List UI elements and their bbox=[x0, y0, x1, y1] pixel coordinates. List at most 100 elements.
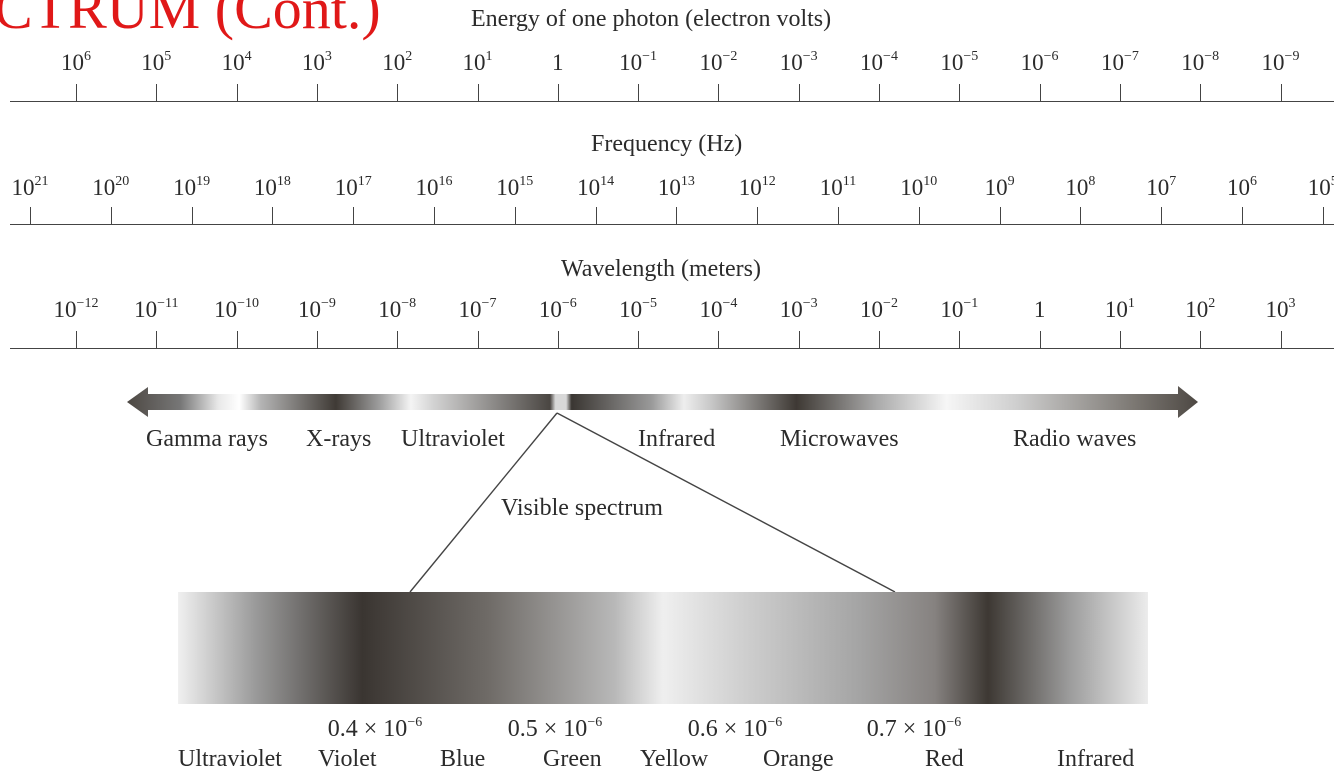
visible-wavelength-mark: 0.7 × 10−6 bbox=[866, 715, 962, 742]
tick-label: 101 bbox=[1104, 296, 1135, 322]
tick-label: 10−1 bbox=[940, 296, 979, 322]
energy-scale-title: Energy of one photon (electron volts) bbox=[471, 6, 832, 32]
tick-label: 1011 bbox=[819, 174, 857, 200]
color-label-yellow: Yellow bbox=[640, 746, 709, 772]
tick-label: 106 bbox=[61, 49, 91, 75]
visible-spectrum-label: Visible spectrum bbox=[501, 495, 663, 521]
slide-title-fragment: CTRUM (Cont.) bbox=[0, 0, 381, 41]
color-label-orange: Orange bbox=[763, 746, 834, 772]
tick-mark bbox=[514, 207, 516, 224]
tick-label: 1013 bbox=[657, 174, 695, 200]
tick-label: 1012 bbox=[738, 174, 776, 200]
tick-mark bbox=[272, 207, 274, 224]
tick-label: 10−3 bbox=[779, 49, 818, 75]
tick-label: 10−9 bbox=[297, 296, 336, 322]
tick-mark bbox=[236, 331, 238, 348]
tick-mark bbox=[1080, 207, 1082, 224]
color-label-violet: Violet bbox=[318, 746, 377, 772]
tick-mark bbox=[353, 207, 355, 224]
tick-mark bbox=[718, 331, 720, 348]
tick-mark bbox=[110, 207, 112, 224]
tick-label: 10−2 bbox=[860, 296, 898, 322]
frequency-axis-line bbox=[10, 224, 1334, 225]
tick-label: 10−7 bbox=[1100, 49, 1139, 75]
zoom-line-right bbox=[556, 412, 896, 593]
tick-mark bbox=[959, 331, 961, 348]
tick-label: 103 bbox=[1265, 296, 1296, 322]
tick-label: 104 bbox=[221, 49, 252, 75]
tick-mark bbox=[999, 207, 1001, 224]
tick-mark bbox=[959, 84, 961, 101]
tick-mark bbox=[557, 331, 559, 348]
tick-mark bbox=[397, 331, 399, 348]
band-label-radio-waves: Radio waves bbox=[1013, 426, 1137, 452]
tick-mark bbox=[76, 331, 77, 348]
tick-mark bbox=[434, 207, 435, 224]
tick-label: 10−5 bbox=[940, 49, 979, 75]
tick-label: 10−3 bbox=[779, 296, 818, 322]
tick-label: 107 bbox=[1146, 174, 1177, 200]
band-label-gamma-rays: Gamma rays bbox=[146, 426, 268, 452]
frequency-scale-title: Frequency (Hz) bbox=[591, 131, 743, 157]
tick-mark bbox=[30, 207, 31, 224]
tick-mark bbox=[1322, 207, 1324, 224]
tick-label: 1014 bbox=[577, 174, 615, 200]
tick-mark bbox=[477, 84, 479, 101]
band-label-x-rays: X-rays bbox=[306, 426, 372, 452]
wavelength-scale-title: Wavelength (meters) bbox=[561, 256, 761, 282]
tick-label: 10−1 bbox=[619, 49, 658, 75]
color-label-ultraviolet: Ultraviolet bbox=[178, 746, 282, 772]
tick-mark bbox=[236, 84, 238, 101]
color-label-green: Green bbox=[543, 746, 602, 772]
tick-label: 1019 bbox=[173, 174, 211, 200]
tick-label: 101 bbox=[462, 49, 493, 75]
tick-mark bbox=[156, 84, 158, 101]
tick-label: 1 bbox=[552, 50, 564, 75]
tick-label: 102 bbox=[1185, 296, 1216, 322]
visible-wavelength-mark: 0.5 × 10−6 bbox=[507, 715, 603, 742]
tick-mark bbox=[1200, 84, 1202, 101]
tick-mark bbox=[838, 207, 839, 224]
spectrum-arrow bbox=[127, 386, 1198, 418]
tick-label: 10−2 bbox=[699, 49, 738, 75]
visible-wavelength-mark: 0.4 × 10−6 bbox=[327, 715, 423, 742]
tick-mark bbox=[156, 331, 158, 348]
tick-mark bbox=[676, 207, 678, 224]
tick-label: 10−8 bbox=[1181, 49, 1220, 75]
tick-mark bbox=[798, 331, 800, 348]
tick-label: 109 bbox=[984, 174, 1015, 200]
color-label-red: Red bbox=[925, 746, 964, 772]
visible-spectrum-bar bbox=[178, 592, 1148, 704]
tick-label: 10−4 bbox=[860, 49, 898, 75]
color-label-infrared: Infrared bbox=[1057, 746, 1135, 772]
tick-mark bbox=[1119, 331, 1121, 348]
visible-wavelength-mark: 0.6 × 10−6 bbox=[687, 715, 783, 742]
tick-label: 10−6 bbox=[1020, 49, 1059, 75]
tick-mark bbox=[191, 207, 193, 224]
tick-mark bbox=[879, 331, 880, 348]
tick-label: 1 bbox=[1033, 297, 1046, 322]
tick-label: 1016 bbox=[415, 174, 453, 200]
tick-mark bbox=[1039, 84, 1041, 101]
tick-label: 10−9 bbox=[1261, 49, 1300, 75]
wavelength-axis-line bbox=[10, 348, 1334, 349]
tick-label: 10−4 bbox=[699, 296, 738, 322]
tick-label: 10−5 bbox=[619, 296, 658, 322]
tick-mark bbox=[1161, 207, 1163, 224]
tick-mark bbox=[557, 84, 559, 101]
tick-mark bbox=[638, 331, 640, 348]
tick-label: 105 bbox=[141, 49, 172, 75]
tick-mark bbox=[477, 331, 479, 348]
tick-mark bbox=[316, 331, 318, 348]
tick-mark bbox=[1039, 331, 1041, 348]
tick-label: 106 bbox=[1227, 174, 1257, 200]
tick-mark bbox=[798, 84, 800, 101]
tick-label: 1010 bbox=[900, 174, 938, 200]
tick-label: 105 bbox=[1307, 175, 1334, 200]
tick-label: 1015 bbox=[496, 174, 534, 200]
energy-axis-line bbox=[10, 101, 1334, 102]
tick-mark bbox=[879, 84, 880, 101]
color-label-blue: Blue bbox=[440, 746, 486, 772]
tick-mark bbox=[718, 84, 720, 101]
